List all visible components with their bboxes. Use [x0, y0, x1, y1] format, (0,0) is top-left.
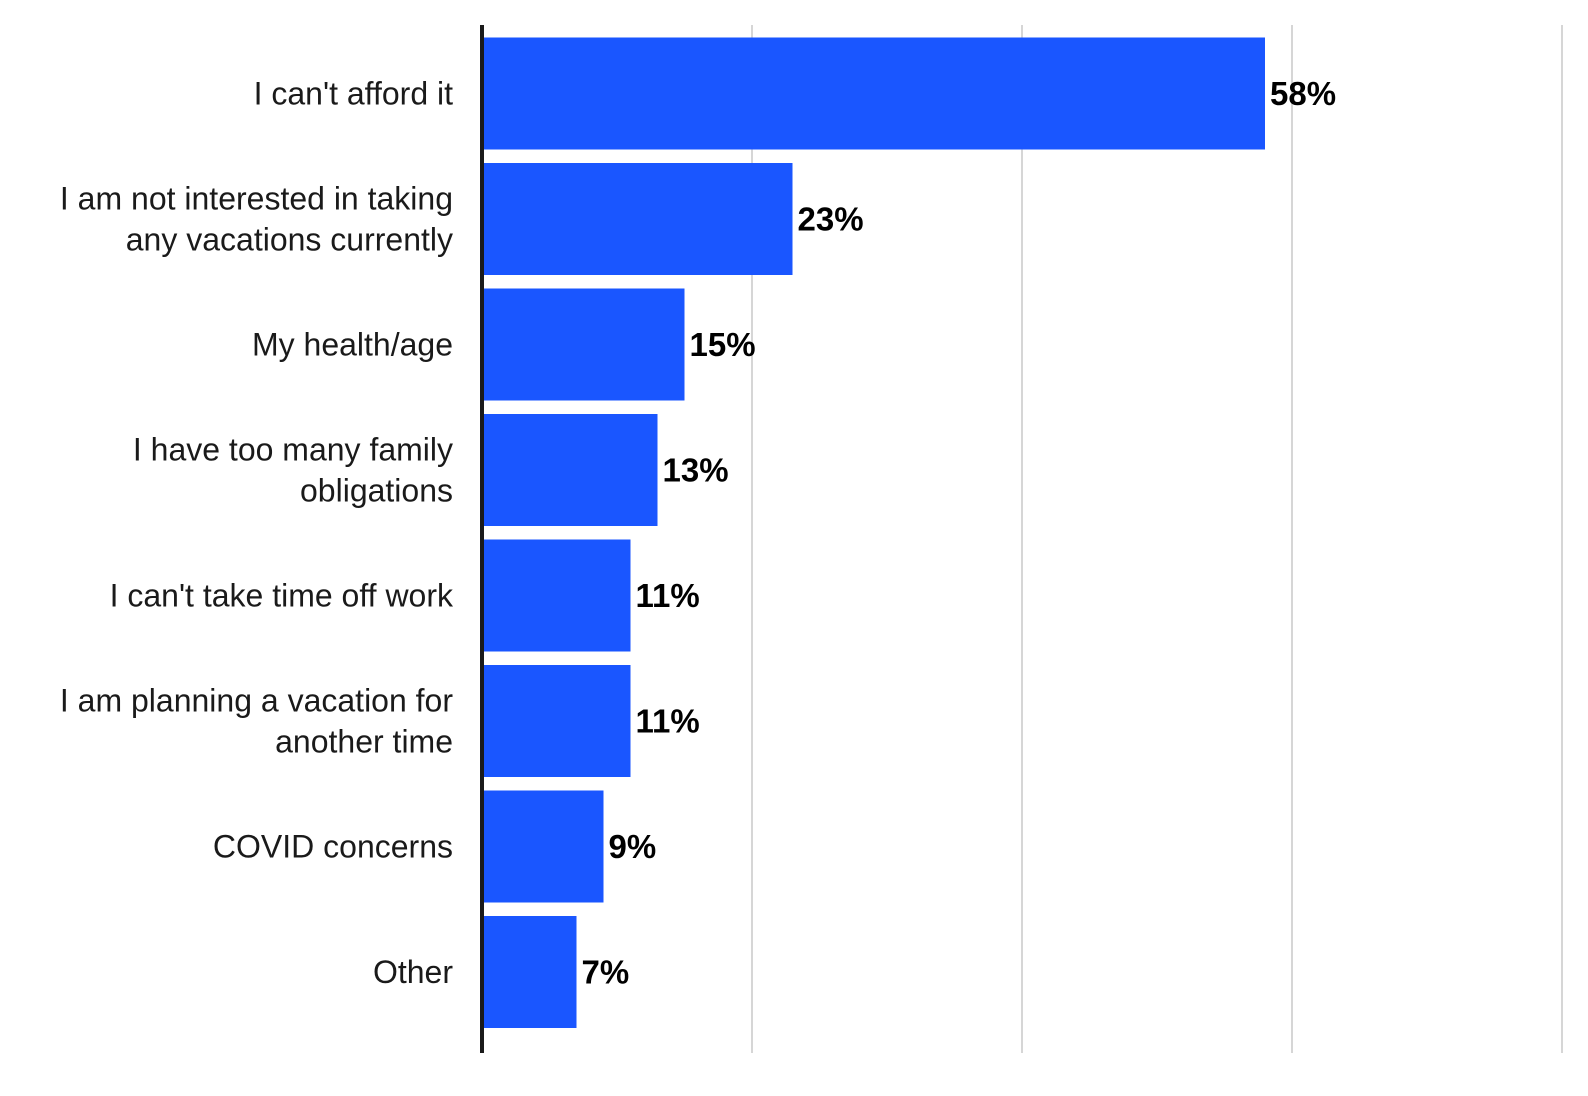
value-labels: 58% 23% 15% 13% 11% 11% 9% 7%	[582, 75, 1337, 991]
category-label: COVID concerns	[213, 829, 453, 865]
data-label: 13%	[663, 452, 729, 489]
data-label: 9%	[609, 828, 657, 865]
category-label: I am planning a vacation for another time	[60, 683, 453, 760]
category-label: My health/age	[252, 327, 453, 363]
category-label: I can't take time off work	[110, 578, 454, 614]
bar	[482, 288, 685, 401]
category-label-line: any vacations currently	[126, 222, 453, 258]
bar	[482, 163, 793, 275]
data-label: 58%	[1270, 75, 1336, 112]
category-label-line: obligations	[300, 473, 453, 509]
data-label: 11%	[636, 577, 700, 614]
category-label-line: COVID concerns	[213, 829, 453, 865]
gridlines	[751, 25, 1563, 1053]
data-label: 7%	[582, 954, 630, 991]
bar	[482, 414, 658, 526]
category-label-line: Other	[373, 954, 453, 990]
bar	[482, 539, 631, 652]
bars	[482, 37, 1265, 1028]
bar	[482, 790, 604, 903]
category-label: I can't afford it	[254, 76, 454, 112]
category-label-line: I am planning a vacation for	[60, 683, 453, 719]
category-label-line: another time	[275, 724, 453, 760]
bar	[482, 916, 577, 1028]
bar	[482, 37, 1265, 150]
data-label: 23%	[798, 201, 864, 238]
category-label: I have too many family obligations	[133, 432, 453, 509]
category-label-line: I have too many family	[133, 432, 453, 468]
category-label-line: I can't afford it	[254, 76, 454, 112]
bar	[482, 665, 631, 777]
category-label: Other	[373, 954, 453, 990]
category-label-line: I can't take time off work	[110, 578, 454, 614]
data-label: 11%	[636, 703, 700, 740]
category-label-line: My health/age	[252, 327, 453, 363]
data-label: 15%	[690, 326, 756, 363]
category-labels: I can't afford it I am not interested in …	[60, 76, 454, 991]
category-label: I am not interested in taking any vacatio…	[60, 181, 453, 258]
category-label-line: I am not interested in taking	[60, 181, 453, 217]
